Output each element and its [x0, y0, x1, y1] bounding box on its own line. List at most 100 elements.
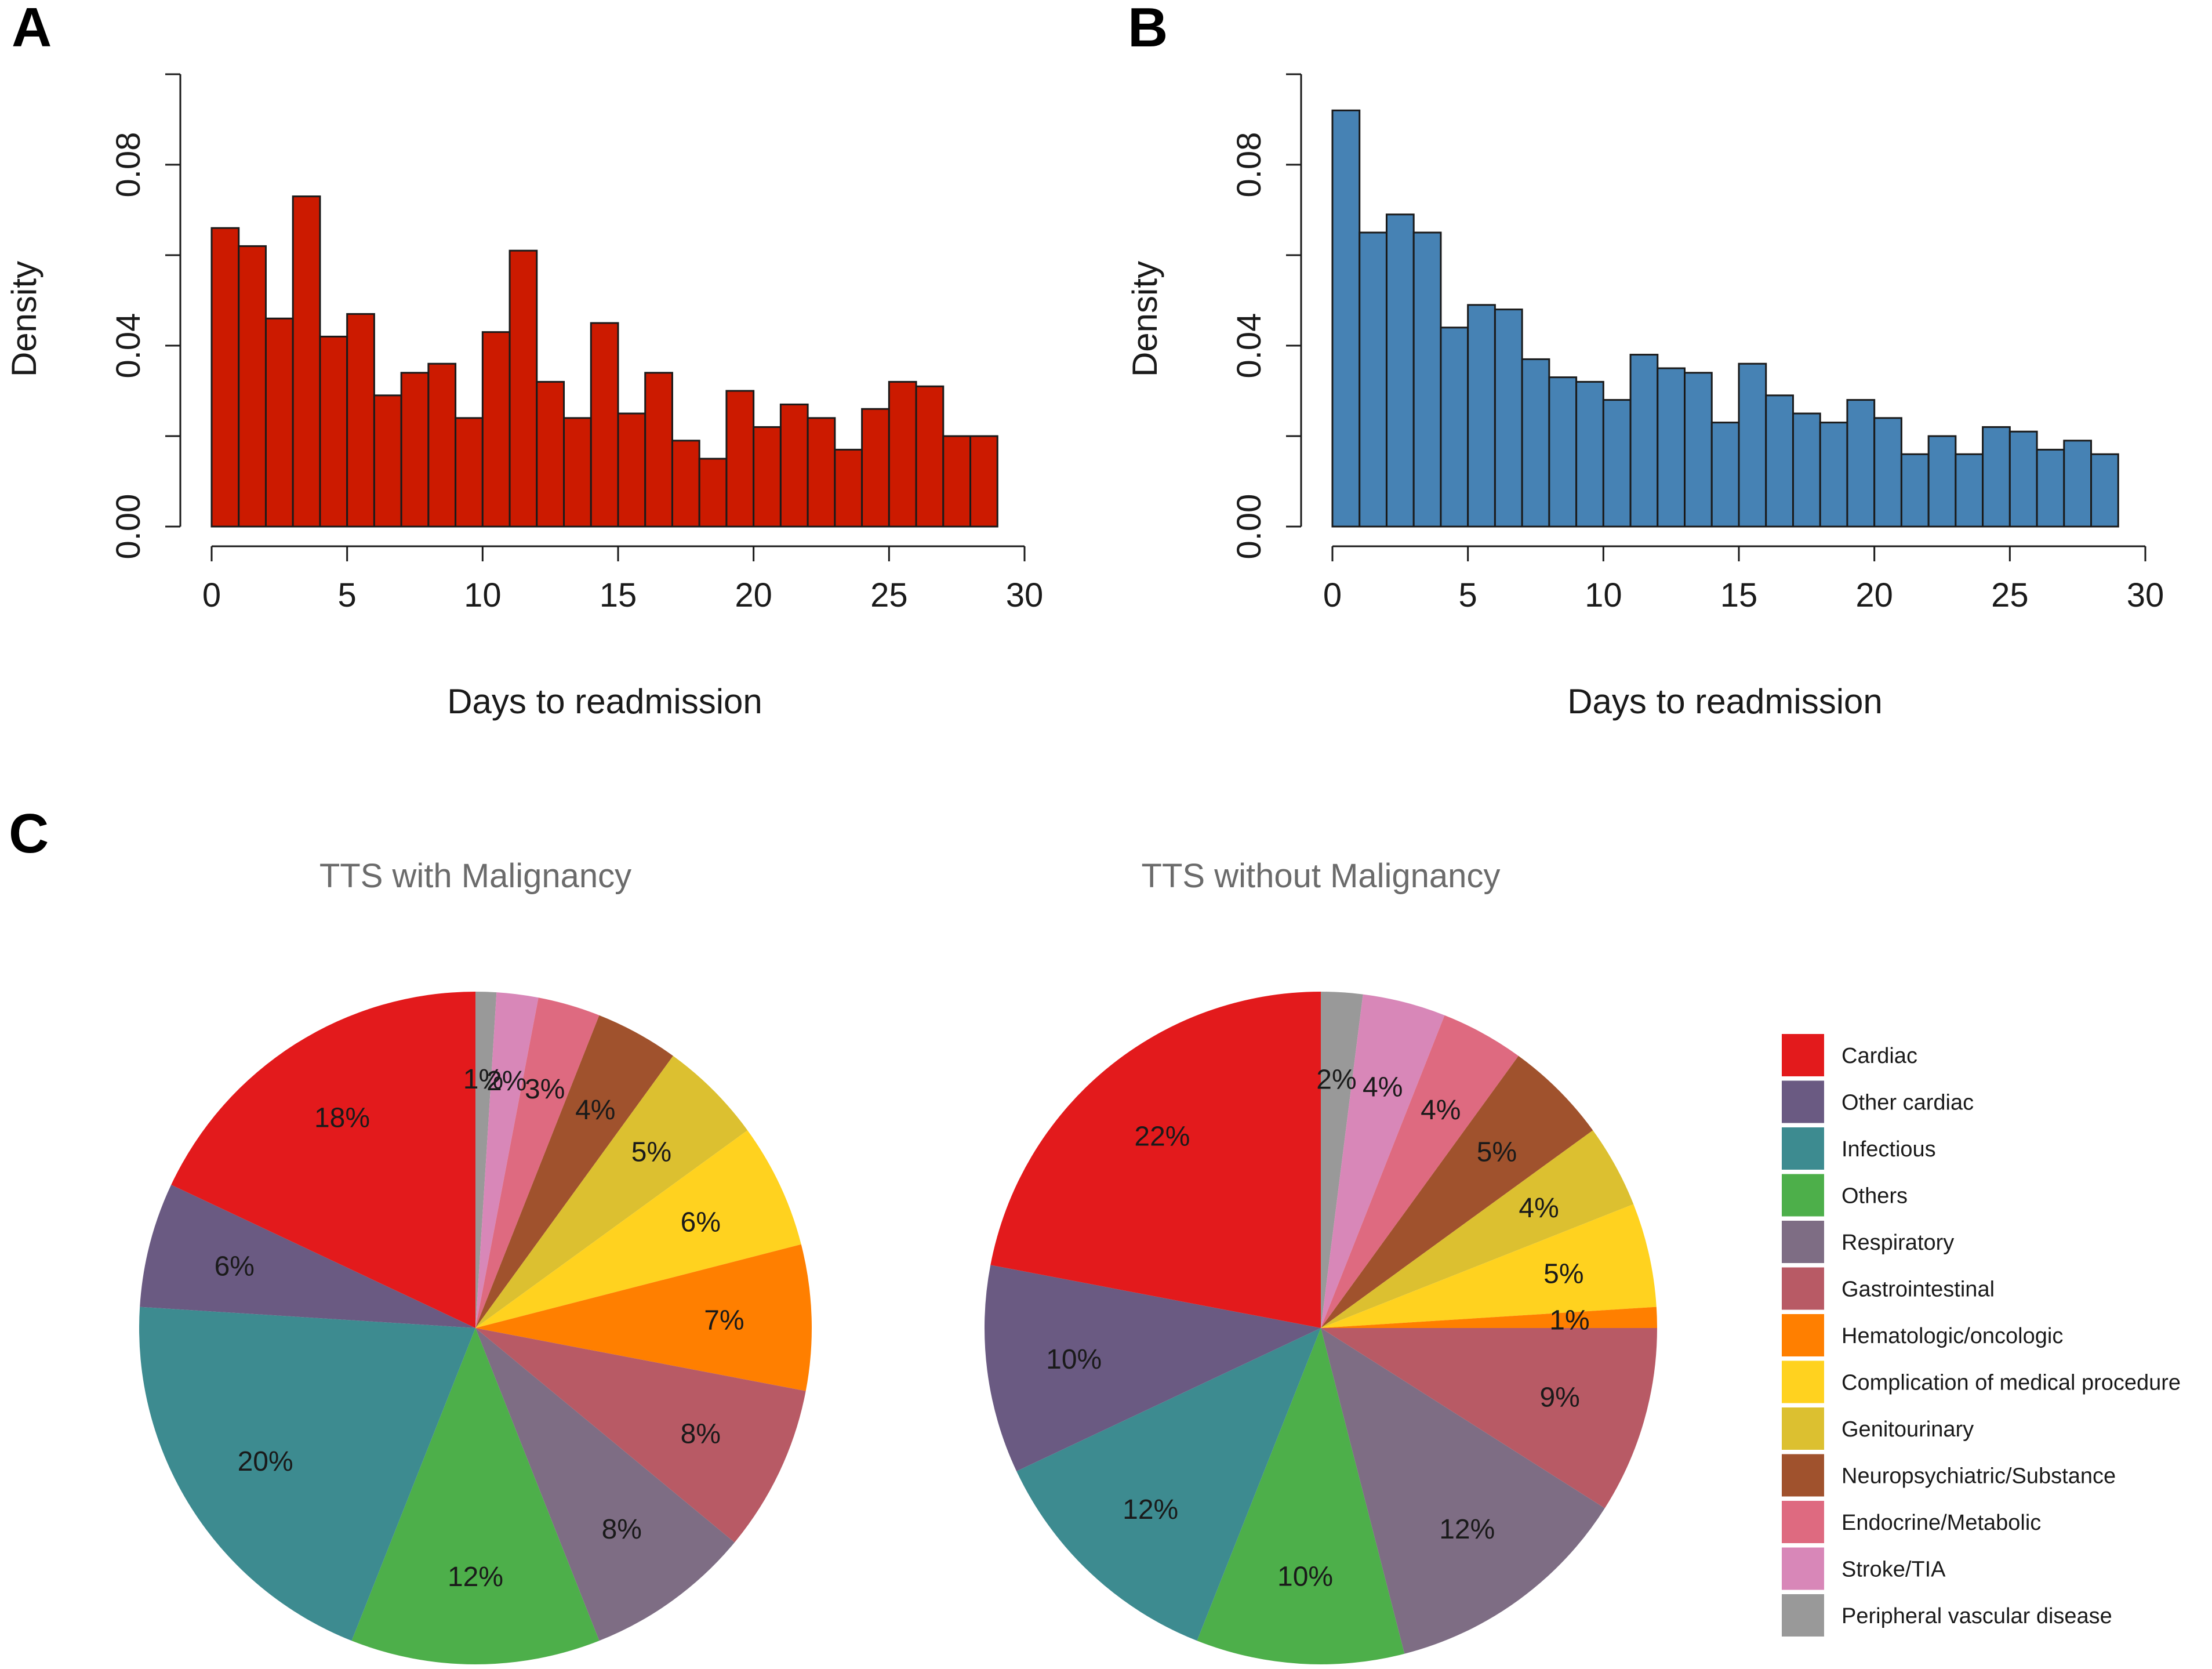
- histogram-a-ylabel: Density: [5, 261, 43, 377]
- pie-without-malignancy-slice: [1016, 1328, 1321, 1641]
- legend-swatch: [1782, 1454, 1824, 1497]
- pie-with-malignancy-slice-label: 7%: [704, 1305, 744, 1336]
- legend-swatch: [1782, 1221, 1824, 1263]
- legend-item: Gastrointestinal: [1782, 1267, 1995, 1310]
- legend-swatch: [1782, 1267, 1824, 1310]
- legend-label: Hematologic/oncologic: [1841, 1324, 2063, 1348]
- histogram-a-bar: [942, 435, 972, 528]
- histogram-a-bar: [210, 227, 240, 528]
- pie-with-malignancy-title: TTS with Malignancy: [319, 857, 631, 895]
- histogram-a-bar: [508, 249, 538, 528]
- histogram-a-bar: [563, 417, 592, 528]
- histogram-a-bars: [210, 195, 998, 528]
- histogram-a-bar: [536, 380, 565, 528]
- legend-swatch: [1782, 1407, 1824, 1450]
- pie-with-malignancy-slice-label: 8%: [602, 1514, 642, 1545]
- histogram-b-y-tick-label: 0.04: [1230, 313, 1268, 379]
- histogram-b-bar: [1710, 422, 1740, 528]
- histogram-b-bar: [1494, 309, 1523, 528]
- histogram-a-bar: [264, 317, 294, 528]
- histogram-b-bar: [1955, 453, 1984, 528]
- histogram-a-bar: [319, 335, 348, 528]
- legend-label: Cardiac: [1841, 1044, 1917, 1068]
- pie-without-malignancy-slice-label: 22%: [1134, 1121, 1190, 1152]
- histogram-b-bar: [1467, 304, 1496, 528]
- legend-item: Peripheral vascular disease: [1782, 1594, 2112, 1637]
- legend-item: Hematologic/oncologic: [1782, 1314, 2063, 1356]
- histogram-b-bar: [1738, 362, 1767, 528]
- pie-without-malignancy-labels: 2% 4%4%5%4%5%1%9%12%10%12%10%22%: [1046, 1065, 1590, 1592]
- histogram-b-bar: [1873, 417, 1902, 528]
- histogram-b-bar: [1792, 412, 1821, 528]
- histogram-b-bar: [1385, 213, 1415, 528]
- panel-label-a: A: [12, 0, 52, 59]
- legend-label: Stroke/TIA: [1841, 1558, 1946, 1582]
- pie-without-malignancy-slice: [1321, 1328, 1605, 1654]
- legend-swatch: [1782, 1360, 1824, 1403]
- histogram-a-bar: [373, 394, 402, 528]
- histogram-b-bar: [1331, 109, 1361, 528]
- histogram-b-bar: [1657, 367, 1686, 528]
- pie-without-malignancy-slice-label: 10%: [1277, 1561, 1333, 1592]
- histogram-b-x-tick-label: 25: [1991, 576, 2029, 614]
- pie-with-malignancy-slice: [475, 1328, 806, 1543]
- pie-with-malignancy-slice-label: 1%: [463, 1064, 503, 1095]
- pie-with-malignancy-slices: [139, 992, 812, 1664]
- pie-with-malignancy-slice: [139, 1307, 476, 1641]
- pie-with-malignancy-slice: [475, 997, 600, 1328]
- legend-swatch: [1782, 1034, 1824, 1076]
- legend-item: Infectious: [1782, 1127, 1936, 1170]
- legend-item: Others: [1782, 1174, 1908, 1217]
- histogram-b-bar: [1927, 435, 1957, 528]
- histogram-b-bar: [1521, 358, 1550, 528]
- pie-without-malignancy-slices: [985, 992, 1657, 1664]
- histogram-b: 0 5 10 15 20 25 30 0.00 0.04 0.08 Days to readmis…: [1125, 73, 2164, 721]
- pie-with-malignancy-slice: [475, 992, 497, 1328]
- pie-without-malignancy-slice-label: 2%: [1316, 1065, 1356, 1095]
- pie-without-malignancy-slice: [1321, 1307, 1657, 1328]
- histogram-a-bar: [346, 313, 375, 528]
- pie-without-malignancy: TTS without Malignancy 2% 4%4%5%4%5%1%9%1…: [985, 857, 1657, 1664]
- histogram-a-bar: [969, 435, 998, 528]
- pie-without-malignancy-slice-label: 4%: [1363, 1072, 1403, 1102]
- histogram-a-bar: [427, 362, 457, 528]
- histogram-a-bar: [888, 380, 917, 528]
- legend-label: Respiratory: [1841, 1231, 1954, 1255]
- pie-with-malignancy-slice-label: 4%: [575, 1095, 615, 1126]
- pie-with-malignancy-slice-label: 5%: [631, 1137, 671, 1168]
- pie-with-malignancy-slice: [475, 1328, 735, 1641]
- histogram-b-xlabel: Days to readmission: [1567, 682, 1883, 721]
- histogram-b-bar: [2036, 448, 2065, 528]
- pie-with-malignancy-slice: [475, 1015, 673, 1328]
- histogram-b-x-tick-label: 20: [1855, 576, 1893, 614]
- histogram-a-bar: [698, 458, 728, 528]
- pie-without-malignancy-slice: [985, 1265, 1321, 1471]
- histogram-a-x-tick-label: 10: [464, 576, 502, 614]
- histogram-a-bar: [671, 440, 700, 528]
- histogram-a-x-tick-label: 30: [1006, 576, 1044, 614]
- legend-item: Cardiac: [1782, 1034, 1917, 1076]
- pie-with-malignancy-slice: [475, 1244, 812, 1391]
- pie-with-malignancy-slice-label: 6%: [215, 1251, 255, 1282]
- histogram-b-x-tick-label: 30: [2127, 576, 2164, 614]
- histogram-b-x-tick-label: 10: [1585, 576, 1622, 614]
- histogram-a-bar: [753, 426, 782, 528]
- histogram-b-y-tick-label: 0.00: [1230, 494, 1268, 560]
- legend-label: Peripheral vascular disease: [1841, 1604, 2112, 1628]
- histogram-b-y-tick-label: 0.08: [1230, 132, 1268, 198]
- histogram-a-x-tick-label: 0: [202, 576, 221, 614]
- legend-label: Infectious: [1841, 1137, 1936, 1162]
- legend-item: Other cardiac: [1782, 1080, 1974, 1123]
- pie-without-malignancy-slice: [990, 992, 1321, 1328]
- histogram-b-bar: [1575, 380, 1604, 528]
- histogram-a-axes: 0 5 10 15 20 25 30 0.00 0.04 0.08: [110, 73, 1044, 614]
- histogram-a: 0 5 10 15 20 25 30 0.00 0.04 0.08 Days to readmis…: [5, 73, 1044, 721]
- histogram-a-x-tick-label: 5: [338, 576, 357, 614]
- pie-without-malignancy-slice-label: 4%: [1421, 1095, 1461, 1126]
- histogram-b-bar: [2063, 440, 2093, 528]
- pie-without-malignancy-slice: [1197, 1328, 1405, 1664]
- histogram-a-bar: [292, 195, 321, 528]
- pie-without-malignancy-slice: [1321, 1055, 1593, 1328]
- pie-with-malignancy-labels: 1%2%3% 4% 5% 6% 7% 8% 8% 12% 20% 6% 18%: [215, 1064, 744, 1592]
- histogram-b-bars: [1331, 109, 2119, 528]
